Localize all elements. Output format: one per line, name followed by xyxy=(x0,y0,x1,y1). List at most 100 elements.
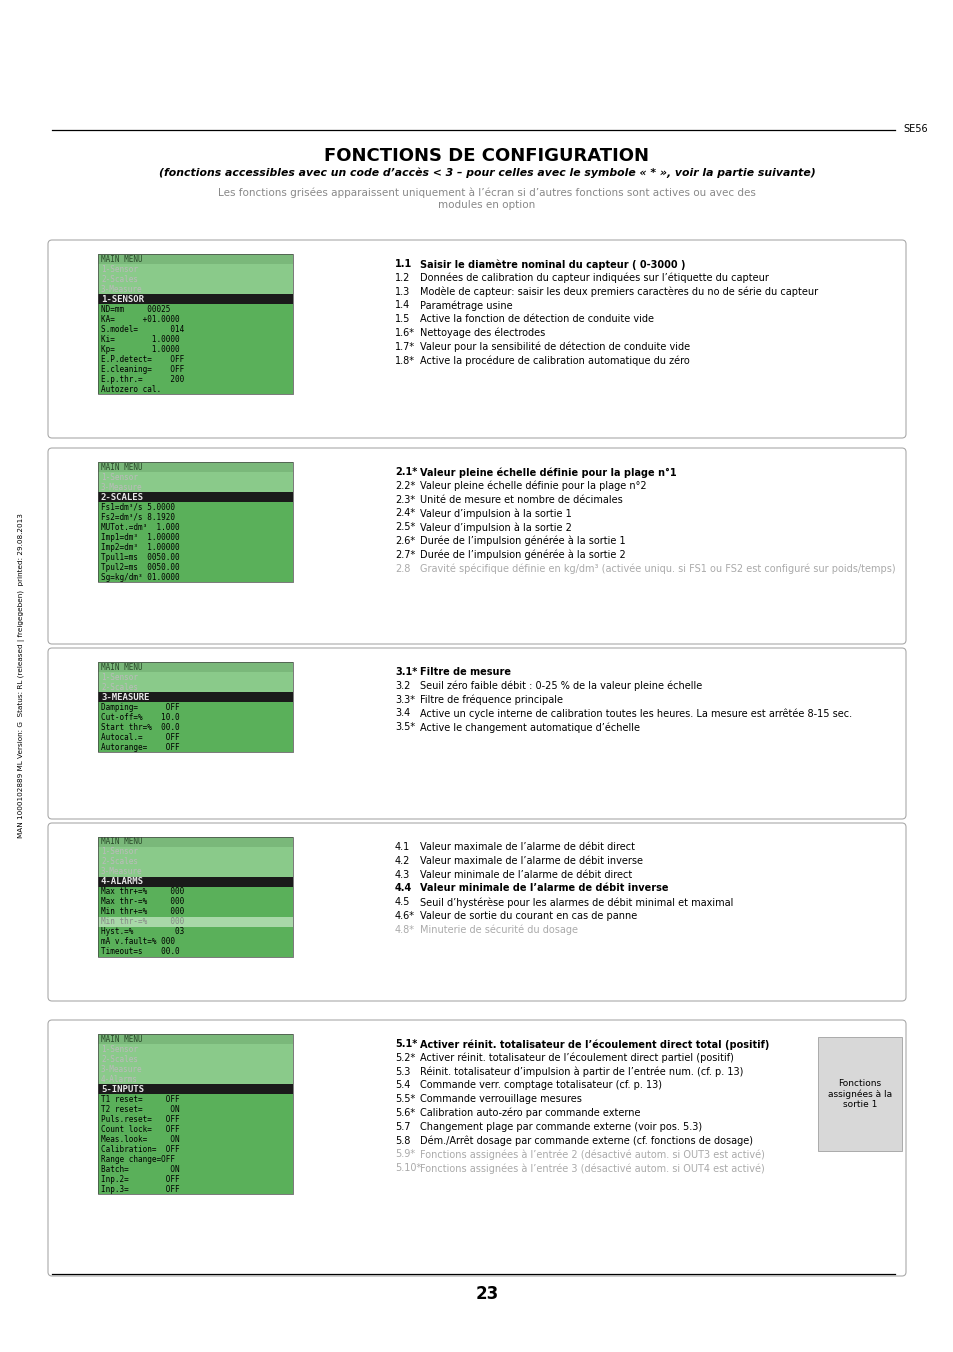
Text: S.model=       014: S.model= 014 xyxy=(101,324,184,334)
Text: 5.6*: 5.6* xyxy=(395,1109,415,1118)
Text: MAIN MENU: MAIN MENU xyxy=(101,462,143,472)
Bar xyxy=(98,343,293,354)
Text: 2-SCALES: 2-SCALES xyxy=(101,492,144,502)
Text: Autorange=    OFF: Autorange= OFF xyxy=(101,742,179,752)
Bar xyxy=(98,1073,293,1084)
Text: 1-Sensor: 1-Sensor xyxy=(101,672,138,681)
Text: 5-INPUTS: 5-INPUTS xyxy=(101,1084,144,1094)
Text: Valeur d’impulsion à la sortie 1: Valeur d’impulsion à la sortie 1 xyxy=(419,508,571,519)
Text: Valeur pleine échelle définie pour la plage n°1: Valeur pleine échelle définie pour la pl… xyxy=(419,466,676,477)
FancyBboxPatch shape xyxy=(48,1019,905,1276)
Text: 4.8*: 4.8* xyxy=(395,925,415,934)
Bar xyxy=(98,937,293,946)
Text: 3.1*: 3.1* xyxy=(395,667,416,677)
Text: 2-Scales: 2-Scales xyxy=(101,857,138,867)
Text: 3.3*: 3.3* xyxy=(395,695,415,704)
Text: 1.8*: 1.8* xyxy=(395,356,415,365)
Bar xyxy=(98,681,293,692)
Text: MUTot.=dm³  1.000: MUTot.=dm³ 1.000 xyxy=(101,522,179,531)
Bar xyxy=(98,375,293,384)
Text: 23: 23 xyxy=(475,1284,498,1303)
Text: Données de calibration du capteur indiquées sur l’étiquette du capteur: Données de calibration du capteur indiqu… xyxy=(419,273,768,284)
Text: 3.2: 3.2 xyxy=(395,681,410,691)
Text: 2-Scales: 2-Scales xyxy=(101,1055,138,1064)
Bar xyxy=(98,334,293,343)
Bar xyxy=(98,713,293,722)
Text: Durée de l’impulsion générée à la sortie 1: Durée de l’impulsion générée à la sortie… xyxy=(419,535,625,546)
Bar xyxy=(98,692,293,702)
Bar xyxy=(98,502,293,512)
Text: 2.4*: 2.4* xyxy=(395,508,415,518)
Text: 5.1*: 5.1* xyxy=(395,1038,416,1049)
Text: Kp=        1.0000: Kp= 1.0000 xyxy=(101,345,179,353)
Text: MAN 1000102889 ML Version: G  Status: RL (released | freigegeben)  printed: 29.0: MAN 1000102889 ML Version: G Status: RL … xyxy=(18,514,26,838)
Text: 2.2*: 2.2* xyxy=(395,481,415,491)
Text: 1.4: 1.4 xyxy=(395,300,410,311)
Text: 1.7*: 1.7* xyxy=(395,342,415,352)
Text: Range change=OFF: Range change=OFF xyxy=(101,1155,174,1164)
Bar xyxy=(98,722,293,731)
Text: 1.1: 1.1 xyxy=(395,260,412,269)
Text: Count lock=   OFF: Count lock= OFF xyxy=(101,1125,179,1133)
FancyBboxPatch shape xyxy=(48,241,905,438)
Text: Calibration=  OFF: Calibration= OFF xyxy=(101,1145,179,1153)
Text: Inp.3=        OFF: Inp.3= OFF xyxy=(101,1184,179,1194)
Bar xyxy=(98,254,293,393)
Text: 5.9*: 5.9* xyxy=(395,1149,415,1160)
Text: Changement plage par commande externe (voir pos. 5.3): Changement plage par commande externe (v… xyxy=(419,1122,701,1132)
Text: 5.3: 5.3 xyxy=(395,1067,410,1076)
Text: Max thr+=%     000: Max thr+=% 000 xyxy=(101,887,184,896)
Text: Unité de mesure et nombre de décimales: Unité de mesure et nombre de décimales xyxy=(419,495,622,504)
Text: 5.4: 5.4 xyxy=(395,1080,410,1091)
Text: T2 reset=      ON: T2 reset= ON xyxy=(101,1105,179,1114)
Bar xyxy=(98,731,293,742)
Text: Imp1=dm³  1.00000: Imp1=dm³ 1.00000 xyxy=(101,533,179,542)
Bar xyxy=(98,1105,293,1114)
Bar xyxy=(98,354,293,364)
Text: Filtre de fréquence principale: Filtre de fréquence principale xyxy=(419,695,562,706)
Bar xyxy=(98,254,293,264)
Text: mA v.fault=% 000: mA v.fault=% 000 xyxy=(101,937,174,946)
Text: Valeur d’impulsion à la sortie 2: Valeur d’impulsion à la sortie 2 xyxy=(419,522,571,533)
Bar xyxy=(98,472,293,483)
Bar xyxy=(98,274,293,284)
Text: Autozero cal.: Autozero cal. xyxy=(101,384,161,393)
Text: Batch=         ON: Batch= ON xyxy=(101,1164,179,1174)
Bar xyxy=(98,1034,293,1044)
Text: Valeur maximale de l’alarme de débit inverse: Valeur maximale de l’alarme de débit inv… xyxy=(419,856,642,865)
Bar xyxy=(98,1174,293,1184)
Bar xyxy=(98,887,293,896)
Text: 3.4: 3.4 xyxy=(395,708,410,718)
Text: Active un cycle interne de calibration toutes les heures. La mesure est arrêtée : Active un cycle interne de calibration t… xyxy=(419,708,851,719)
Text: Fs1=dm³/s 5.0000: Fs1=dm³/s 5.0000 xyxy=(101,503,174,511)
Bar xyxy=(98,492,293,502)
Bar xyxy=(98,314,293,324)
Text: 4-Alarms: 4-Alarms xyxy=(101,1075,138,1083)
Text: Minuterie de sécurité du dosage: Minuterie de sécurité du dosage xyxy=(419,925,578,936)
Text: 1.2: 1.2 xyxy=(395,273,410,283)
Bar xyxy=(98,1184,293,1194)
Text: Tpul1=ms  0050.00: Tpul1=ms 0050.00 xyxy=(101,553,179,561)
Text: Valeur maximale de l’alarme de débit direct: Valeur maximale de l’alarme de débit dir… xyxy=(419,842,635,852)
Text: MAIN MENU: MAIN MENU xyxy=(101,1034,143,1044)
Bar xyxy=(98,1084,293,1094)
Text: KA=      +01.0000: KA= +01.0000 xyxy=(101,315,179,323)
Text: FONCTIONS DE CONFIGURATION: FONCTIONS DE CONFIGURATION xyxy=(324,147,649,165)
Bar xyxy=(98,552,293,562)
FancyBboxPatch shape xyxy=(48,448,905,644)
Text: 1-Sensor: 1-Sensor xyxy=(101,472,138,481)
Text: Active le changement automatique d’échelle: Active le changement automatique d’échel… xyxy=(419,722,639,733)
Text: 4-ALARMS: 4-ALARMS xyxy=(101,877,144,887)
Text: Calibration auto-zéro par commande externe: Calibration auto-zéro par commande exter… xyxy=(419,1109,639,1118)
Text: Active la fonction de détection de conduite vide: Active la fonction de détection de condu… xyxy=(419,314,654,324)
Text: SE56: SE56 xyxy=(902,124,926,134)
Text: 2.3*: 2.3* xyxy=(395,495,415,504)
Bar xyxy=(98,907,293,917)
Bar xyxy=(98,1094,293,1105)
Text: Seuil d’hystérèse pour les alarmes de débit minimal et maximal: Seuil d’hystérèse pour les alarmes de dé… xyxy=(419,898,733,907)
Bar xyxy=(98,531,293,542)
Bar xyxy=(98,846,293,857)
Text: Hyst.=%         03: Hyst.=% 03 xyxy=(101,927,184,937)
Text: Autocal.=     OFF: Autocal.= OFF xyxy=(101,733,179,741)
Text: Réinit. totalisateur d’impulsion à partir de l’entrée num. (cf. p. 13): Réinit. totalisateur d’impulsion à parti… xyxy=(419,1067,742,1078)
